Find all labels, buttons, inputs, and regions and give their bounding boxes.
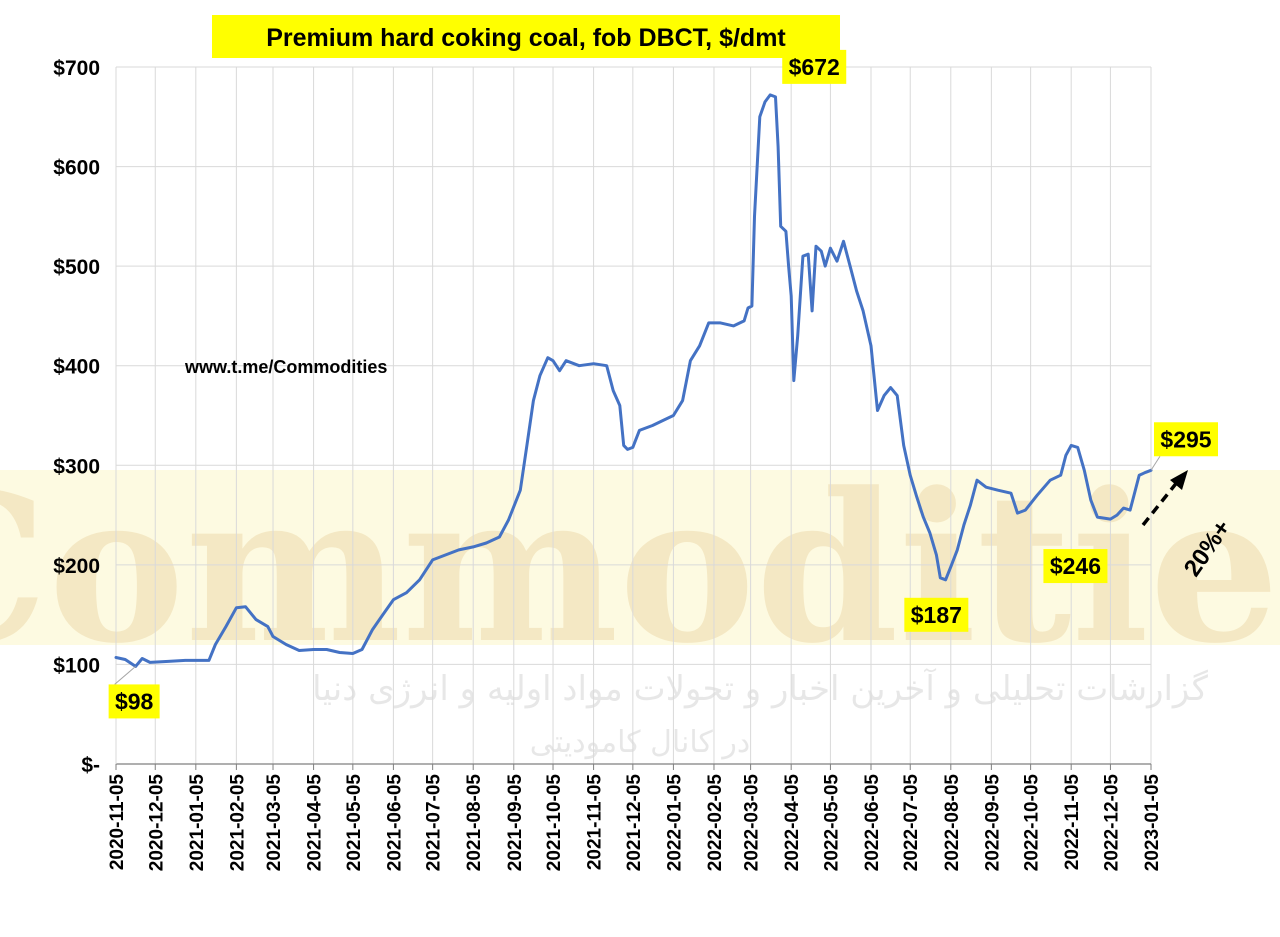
x-tick-label: 2021-12-05 — [624, 774, 645, 872]
x-tick-label: 2021-05-05 — [344, 774, 365, 872]
x-tick-label: 2020-12-05 — [146, 774, 167, 872]
price-series-line — [114, 93, 1153, 668]
y-tick-label: $- — [81, 754, 100, 777]
axes — [115, 67, 1152, 770]
x-tick-label: 2021-09-05 — [505, 774, 526, 872]
x-tick-label: 2023-01-05 — [1142, 774, 1163, 872]
annotation-label: $98 — [115, 688, 154, 714]
x-tick-label: 2022-04-05 — [782, 774, 803, 872]
y-tick-label: $700 — [53, 57, 100, 80]
x-tick-label: 2022-07-05 — [901, 774, 922, 872]
annotation-background — [1043, 549, 1108, 584]
x-tick-label: 2022-05-05 — [821, 774, 842, 872]
x-tick-label: 2022-03-05 — [742, 774, 763, 872]
growth-arrow — [1141, 470, 1188, 527]
y-tick-label: $100 — [53, 654, 100, 677]
title-background — [212, 15, 840, 58]
annotation-label: $672 — [789, 54, 840, 80]
x-tick-label: 2021-10-05 — [544, 774, 565, 872]
x-tick-label: 2021-04-05 — [305, 774, 326, 872]
x-tick-label: 2022-09-05 — [982, 774, 1003, 872]
website-label: www.t.me/Commodities — [184, 357, 387, 377]
x-tick-label: 2021-03-05 — [264, 774, 285, 872]
x-tick-label: 2022-01-05 — [664, 774, 685, 872]
grid — [115, 66, 1152, 765]
annotation-background — [1154, 422, 1218, 457]
watermark: Commodities گزارشات تحلیلی و آخرین اخبار… — [0, 449, 1280, 760]
x-axis-ticks: 2020-11-05 2020-12-05 2021-01-05 2021-02-05… — [107, 774, 1163, 872]
x-tick-label: 2021-11-05 — [585, 774, 606, 871]
x-tick-label: 2022-02-05 — [705, 774, 726, 872]
x-tick-label: 2021-08-05 — [464, 774, 485, 872]
x-tick-label: 2022-08-05 — [942, 774, 963, 872]
x-tick-label: 2021-06-05 — [384, 774, 405, 872]
annotation-label: $246 — [1050, 553, 1101, 579]
x-tick-label: 2021-01-05 — [187, 774, 208, 872]
y-axis-ticks: $- $100 $200 $300 $400 $500 $600 $700 — [53, 57, 100, 777]
annotation-label: $295 — [1160, 426, 1211, 452]
x-tick-label: 2021-07-05 — [424, 774, 445, 872]
watermark-persian-line-1: گزارشات تحلیلی و آخرین اخبار و تحولات مو… — [312, 668, 1209, 709]
x-tick-label: 2020-11-05 — [107, 774, 128, 871]
x-tick-label: 2022-12-05 — [1101, 774, 1122, 872]
y-tick-label: $400 — [53, 356, 100, 379]
x-tick-label: 2022-10-05 — [1022, 774, 1043, 872]
chart-title: Premium hard coking coal, fob DBCT, $/dm… — [266, 24, 786, 52]
annotation-leader — [114, 666, 136, 685]
y-tick-label: $500 — [53, 256, 100, 279]
annotations: $672 $98 $187 $246 $295 — [108, 49, 1218, 719]
series-layer — [114, 93, 1153, 668]
y-tick-label: $600 — [53, 157, 100, 180]
annotation-background — [904, 597, 969, 632]
x-tick-label: 2022-06-05 — [862, 774, 883, 872]
annotation-leader — [1150, 455, 1161, 471]
x-tick-label: 2022-11-05 — [1062, 774, 1083, 871]
annotation-label: $187 — [911, 602, 962, 628]
watermark-persian-line-2: در کانال کامودیتی — [530, 725, 750, 760]
x-tick-label: 2021-02-05 — [227, 774, 248, 872]
y-tick-label: $200 — [53, 555, 100, 578]
y-tick-label: $300 — [53, 455, 100, 478]
annotation-background — [108, 684, 160, 719]
